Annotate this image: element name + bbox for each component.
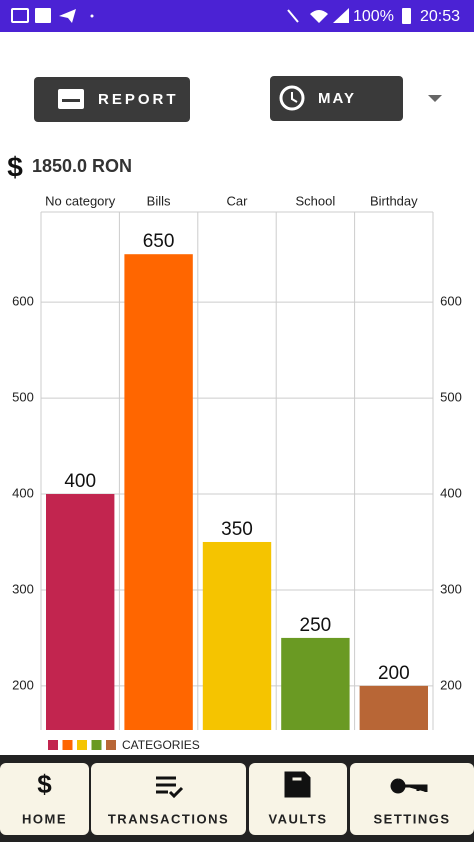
legend-swatch	[62, 740, 73, 750]
nav-icon	[156, 776, 184, 799]
nav-tab[interactable]	[249, 763, 347, 835]
month-button-bg[interactable]	[270, 76, 403, 121]
y2-tick-label: 200	[440, 677, 462, 692]
category-label: Birthday	[370, 193, 418, 208]
status-icons	[11, 8, 411, 24]
nav-tab[interactable]	[0, 763, 89, 835]
legend-swatch	[91, 740, 102, 750]
y-tick-label: 400	[12, 485, 34, 500]
month-label[interactable]: MAY	[318, 90, 356, 107]
nav-icon	[284, 771, 311, 798]
category-label: Car	[227, 193, 249, 208]
report-icon-line	[62, 99, 80, 102]
y-tick-label: 500	[12, 390, 34, 405]
total-amount: 1850.0 RON	[32, 156, 132, 176]
bar	[359, 685, 428, 730]
nav-tab[interactable]	[350, 763, 474, 835]
nav-label[interactable]: VAULTS	[268, 811, 327, 826]
y-tick-label: 600	[12, 294, 34, 309]
bar	[281, 637, 350, 730]
nav-icon: $	[37, 769, 52, 799]
value-label: 400	[64, 471, 96, 492]
value-label: 200	[378, 663, 410, 684]
bar	[202, 541, 272, 730]
y2-tick-label: 600	[440, 294, 462, 309]
battery: 100%	[353, 8, 394, 25]
nav-label[interactable]: TRANSACTIONS	[108, 811, 229, 826]
value-label: 250	[300, 615, 332, 636]
category-label: Bills	[147, 193, 171, 208]
nav: $ HOME TRANSACTIONS VAULTS SETTINGS	[0, 763, 474, 835]
report-button[interactable]: REPORT	[34, 77, 190, 122]
y-tick-label: 200	[12, 677, 34, 692]
y2-tick-label: 500	[440, 390, 462, 405]
bar	[46, 494, 115, 730]
legend-swatch	[48, 740, 58, 750]
category-label: School	[296, 193, 336, 208]
report-label[interactable]: REPORT	[98, 91, 179, 108]
bar	[124, 254, 193, 731]
clock: 20:53	[420, 8, 460, 25]
history-icon	[279, 85, 305, 111]
y2-tick-label: 400	[440, 485, 462, 500]
y2-tick-label: 300	[440, 581, 462, 596]
status-bar	[0, 0, 474, 32]
report-button-bg[interactable]	[34, 77, 190, 122]
nav-icon	[390, 778, 428, 794]
history-hands	[291, 92, 298, 103]
legend-swatch	[106, 740, 116, 750]
dropdown-arrow[interactable]	[428, 95, 442, 102]
nav-label[interactable]: SETTINGS	[373, 811, 450, 826]
category-label: No category	[45, 193, 116, 208]
currency-icon: $	[7, 151, 23, 182]
value-label: 650	[143, 231, 175, 252]
y-tick-label: 300	[12, 581, 34, 596]
nav-tab[interactable]	[91, 763, 246, 835]
value-label: 350	[221, 519, 253, 540]
nav-label[interactable]: HOME	[22, 811, 67, 826]
chart: 200 200 300 300 400 400 500 500 600 600 No categor…	[12, 193, 462, 752]
legend-swatch	[77, 740, 87, 750]
legend-label: CATEGORIES	[122, 738, 200, 752]
month-button[interactable]: MAY	[270, 76, 403, 121]
